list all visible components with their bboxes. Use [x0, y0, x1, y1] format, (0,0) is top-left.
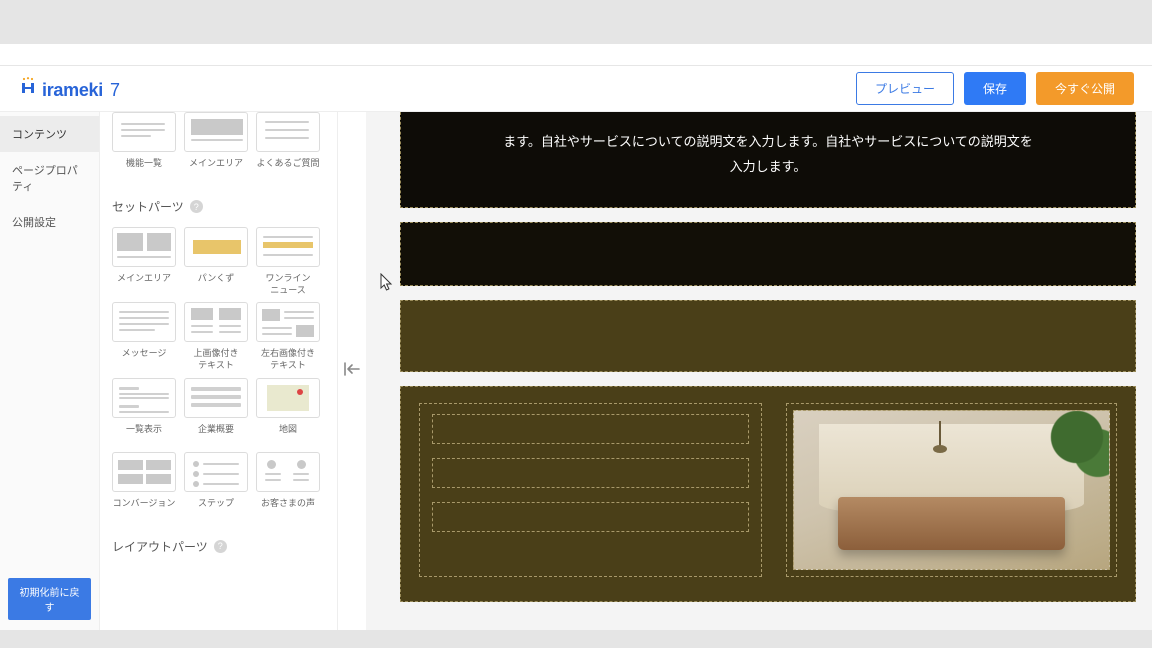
- viewport: irameki 7 プレビュー 保存 今すぐ公開 コンテンツ ページプロパティ …: [0, 0, 1152, 648]
- part-label: メッセージ: [112, 348, 176, 370]
- preview-button[interactable]: プレビュー: [856, 72, 954, 105]
- app-frame: irameki 7 プレビュー 保存 今すぐ公開 コンテンツ ページプロパティ …: [0, 66, 1152, 630]
- part-item[interactable]: よくあるご質問: [256, 112, 320, 180]
- logo-suffix: 7: [110, 80, 120, 101]
- save-button[interactable]: 保存: [964, 72, 1026, 105]
- logo[interactable]: irameki 7: [18, 76, 120, 101]
- form-field-placeholder[interactable]: [432, 458, 749, 488]
- form-field-placeholder[interactable]: [432, 502, 749, 532]
- part-label: 一覧表示: [112, 424, 176, 446]
- part-item[interactable]: お客さまの声: [256, 452, 320, 520]
- section-title-text: セットパーツ: [112, 198, 184, 215]
- parts-panel: 機能一覧 メインエリア よくあるご質問 セットパーツ ?: [100, 112, 338, 630]
- part-label: 上画像付き テキスト: [184, 348, 248, 371]
- part-label: 地図: [256, 424, 320, 446]
- form-field-placeholder[interactable]: [432, 414, 749, 444]
- part-label: パンくず: [184, 273, 248, 295]
- left-column[interactable]: [419, 403, 762, 577]
- part-label: コンバージョン: [112, 498, 176, 520]
- part-label: メインエリア: [112, 273, 176, 295]
- browser-bottom-strip: [0, 630, 1152, 648]
- collapse-panel-icon[interactable]: [343, 362, 361, 381]
- section-title-text: レイアウトパーツ: [112, 538, 208, 555]
- part-label: ステップ: [184, 498, 248, 520]
- part-item[interactable]: 地図: [256, 378, 320, 446]
- section-title-layout-parts: レイアウトパーツ ?: [112, 538, 325, 555]
- part-label: 左右画像付き テキスト: [256, 348, 320, 371]
- content-block-dark[interactable]: [400, 222, 1136, 286]
- part-item[interactable]: 一覧表示: [112, 378, 176, 446]
- part-label: 企業概要: [184, 424, 248, 446]
- part-item[interactable]: メインエリア: [184, 112, 248, 180]
- part-item[interactable]: ステップ: [184, 452, 248, 520]
- browser-top-strip: [0, 0, 1152, 44]
- image-placeholder[interactable]: [793, 410, 1110, 570]
- part-item[interactable]: メインエリア: [112, 227, 176, 296]
- part-label: お客さまの声: [256, 498, 320, 520]
- right-column[interactable]: [786, 403, 1117, 577]
- part-item[interactable]: 機能一覧: [112, 112, 176, 180]
- help-icon[interactable]: ?: [190, 200, 203, 213]
- collapse-rail: [338, 112, 366, 630]
- help-icon[interactable]: ?: [214, 540, 227, 553]
- part-label: よくあるご質問: [256, 158, 320, 180]
- part-item[interactable]: ワンライン ニュース: [256, 227, 320, 296]
- editor-canvas[interactable]: ます。自社やサービスについての説明文を入力します。自社やサービスについての説明文…: [366, 112, 1152, 630]
- leftnav-item-page-properties[interactable]: ページプロパティ: [0, 152, 99, 204]
- logo-text: irameki: [42, 80, 103, 101]
- app-header: irameki 7 プレビュー 保存 今すぐ公開: [0, 66, 1152, 112]
- browser-chrome-bar: [0, 44, 1152, 66]
- part-label: 機能一覧: [112, 158, 176, 180]
- app-body: コンテンツ ページプロパティ 公開設定 初期化前に戻す 機能一覧 メインエリア: [0, 112, 1152, 630]
- logo-mark-icon: [18, 76, 38, 96]
- part-item[interactable]: 上画像付き テキスト: [184, 302, 248, 371]
- content-block-intro[interactable]: ます。自社やサービスについての説明文を入力します。自社やサービスについての説明文…: [400, 112, 1136, 208]
- left-nav: コンテンツ ページプロパティ 公開設定 初期化前に戻す: [0, 112, 100, 630]
- part-item[interactable]: パンくず: [184, 227, 248, 296]
- content-block-two-column[interactable]: [400, 386, 1136, 602]
- intro-text: ます。自社やサービスについての説明文を入力します。自社やサービスについての説明文…: [429, 130, 1107, 179]
- content-block-olive[interactable]: [400, 300, 1136, 372]
- part-item[interactable]: 左右画像付き テキスト: [256, 302, 320, 371]
- part-item[interactable]: コンバージョン: [112, 452, 176, 520]
- leftnav-item-publish-settings[interactable]: 公開設定: [0, 204, 99, 240]
- part-item[interactable]: メッセージ: [112, 302, 176, 371]
- part-label: ワンライン ニュース: [256, 273, 320, 296]
- part-item[interactable]: 企業概要: [184, 378, 248, 446]
- leftnav-item-contents[interactable]: コンテンツ: [0, 116, 99, 152]
- part-label: メインエリア: [184, 158, 248, 180]
- section-title-set-parts: セットパーツ ?: [112, 198, 325, 215]
- publish-button[interactable]: 今すぐ公開: [1036, 72, 1134, 105]
- reset-button[interactable]: 初期化前に戻す: [8, 578, 91, 620]
- parts-top-row: 機能一覧 メインエリア よくあるご質問: [112, 112, 325, 180]
